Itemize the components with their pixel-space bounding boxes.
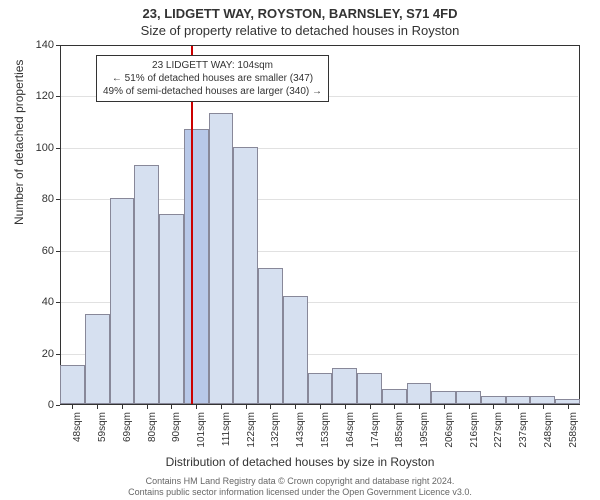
ytick-label: 0 — [24, 399, 54, 411]
histogram-bar — [233, 147, 258, 404]
xtick-mark — [295, 405, 296, 409]
xtick-mark — [270, 405, 271, 409]
annotation-line2: ← 51% of detached houses are smaller (34… — [103, 72, 322, 85]
footer-line2: Contains public sector information licen… — [0, 487, 600, 498]
xtick-mark — [370, 405, 371, 409]
ytick-label: 20 — [24, 348, 54, 360]
footer-attribution: Contains HM Land Registry data © Crown c… — [0, 476, 600, 498]
xtick-mark — [345, 405, 346, 409]
xtick-mark — [147, 405, 148, 409]
ytick-label: 80 — [24, 193, 54, 205]
xtick-mark — [444, 405, 445, 409]
page-title-address: 23, LIDGETT WAY, ROYSTON, BARNSLEY, S71 … — [0, 0, 600, 21]
ytick-mark — [56, 199, 60, 200]
xtick-mark — [171, 405, 172, 409]
ytick-mark — [56, 354, 60, 355]
histogram-bar — [209, 113, 234, 404]
xtick-mark — [419, 405, 420, 409]
histogram-bar — [407, 383, 432, 404]
histogram-bar — [382, 389, 407, 404]
ytick-mark — [56, 251, 60, 252]
xtick-mark — [122, 405, 123, 409]
histogram-bar — [258, 268, 283, 404]
ytick-label: 120 — [24, 90, 54, 102]
ytick-label: 100 — [24, 142, 54, 154]
ytick-label: 40 — [24, 296, 54, 308]
histogram-bar — [481, 396, 506, 404]
annotation-box: 23 LIDGETT WAY: 104sqm ← 51% of detached… — [96, 55, 329, 102]
annotation-line3: 49% of semi-detached houses are larger (… — [103, 85, 322, 98]
histogram-bar — [530, 396, 555, 404]
histogram-bar — [555, 399, 580, 404]
histogram-bar — [506, 396, 531, 404]
chart-plot-area: 23 LIDGETT WAY: 104sqm ← 51% of detached… — [60, 45, 580, 405]
footer-line1: Contains HM Land Registry data © Crown c… — [0, 476, 600, 487]
xtick-mark — [221, 405, 222, 409]
histogram-bar — [184, 129, 209, 404]
ytick-label: 60 — [24, 245, 54, 257]
xtick-mark — [72, 405, 73, 409]
xtick-mark — [97, 405, 98, 409]
xtick-mark — [568, 405, 569, 409]
xtick-mark — [543, 405, 544, 409]
histogram-bar — [159, 214, 184, 404]
ytick-label: 140 — [24, 39, 54, 51]
xtick-mark — [196, 405, 197, 409]
xtick-mark — [320, 405, 321, 409]
annotation-line1: 23 LIDGETT WAY: 104sqm — [103, 59, 322, 72]
ytick-mark — [56, 45, 60, 46]
page-subtitle: Size of property relative to detached ho… — [0, 21, 600, 38]
histogram-bar — [308, 373, 333, 404]
xtick-mark — [518, 405, 519, 409]
histogram-bar — [283, 296, 308, 404]
xtick-mark — [394, 405, 395, 409]
x-axis-label: Distribution of detached houses by size … — [0, 455, 600, 469]
ytick-mark — [56, 302, 60, 303]
histogram-bar — [431, 391, 456, 404]
histogram-bar — [110, 198, 135, 404]
histogram-bar — [456, 391, 481, 404]
histogram-bar — [60, 365, 85, 404]
ytick-mark — [56, 148, 60, 149]
histogram-bar — [357, 373, 382, 404]
histogram-bar — [332, 368, 357, 404]
xtick-mark — [493, 405, 494, 409]
ytick-mark — [56, 96, 60, 97]
ytick-mark — [56, 405, 60, 406]
histogram-bar — [134, 165, 159, 404]
xtick-mark — [246, 405, 247, 409]
xtick-mark — [469, 405, 470, 409]
histogram-bar — [85, 314, 110, 404]
gridline — [60, 148, 578, 149]
